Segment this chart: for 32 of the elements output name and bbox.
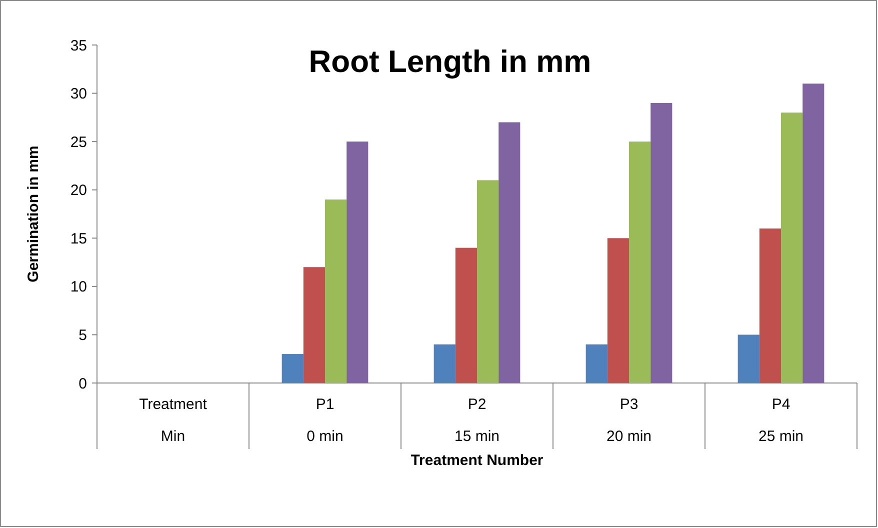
bar: [498, 122, 520, 383]
chart-title: Root Length in mm: [308, 44, 592, 79]
y-tick-label: 10: [70, 278, 87, 296]
bar: [781, 112, 803, 383]
bar: [586, 344, 608, 383]
bar: [434, 344, 456, 383]
bar: [759, 228, 781, 383]
y-tick-label: 30: [70, 86, 87, 103]
bar: [607, 238, 629, 383]
y-tick-label: 5: [78, 326, 87, 344]
x-tick-label: P3 20 min: [606, 396, 652, 445]
y-tick-label: 0: [78, 375, 87, 392]
x-axis-title: Treatment Number: [410, 452, 544, 469]
x-tick-label: P1 0 min: [306, 396, 344, 445]
y-tick-label: 25: [70, 134, 87, 151]
bar: [303, 267, 325, 383]
bar: [455, 248, 477, 383]
bar: [477, 180, 499, 383]
y-tick-label: 20: [70, 182, 87, 200]
x-tick-label: P2 15 min: [454, 396, 500, 445]
bar: [629, 142, 651, 383]
x-tick-label: Treatment Min: [139, 396, 208, 445]
bar: [738, 334, 760, 383]
bar: [346, 142, 368, 383]
bar: [325, 200, 347, 383]
bar: [802, 84, 824, 383]
y-axis-title: Germination in mm: [25, 146, 42, 282]
bar: [650, 102, 672, 383]
y-tick-label: 35: [70, 37, 87, 54]
bar: [282, 354, 304, 383]
x-tick-label: P4 25 min: [758, 396, 804, 445]
y-tick-label: 15: [70, 230, 87, 248]
